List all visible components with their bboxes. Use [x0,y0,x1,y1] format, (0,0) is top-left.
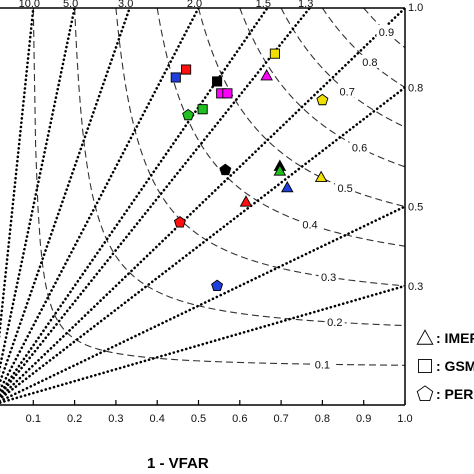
bias-line [0,205,405,403]
x-tick-label: 0.5 [191,413,206,425]
y-tick-label-right: 1.0 [408,2,423,14]
x-tick-label: 0.1 [26,413,41,425]
csi-label-bg [349,140,370,154]
bias-line [0,284,405,405]
csi-label-bg [312,357,333,371]
bias-label: 10.0 [19,0,40,10]
data-point-pentagon [182,108,195,121]
bias-line [0,8,405,400]
legend-label: : IMERG [436,330,474,346]
csi-label-bg [324,315,345,329]
data-point-pentagon [316,93,329,106]
data-point-pentagon [173,216,186,228]
csi-contour [321,8,405,88]
data-point-triangle [239,195,253,207]
data-point-triangle [314,170,328,182]
x-tick-label: 0.6 [232,413,247,425]
legend-label: : GSMaP [436,358,474,374]
csi-label: 0.2 [327,317,342,329]
y-tick-label-right: 0.3 [408,281,423,293]
legend-label: : PERSIANN [436,386,474,402]
csi-contour [32,8,405,366]
data-point-triangle [273,164,287,176]
csi-contour [74,8,405,327]
data-point-pentagon [219,163,232,176]
csi-label: 0.1 [315,359,330,371]
x-tick-label: 1.0 [397,413,412,425]
csi-label-bg [337,84,358,98]
csi-label: 0.8 [362,57,377,69]
bias-line [0,8,311,398]
data-point-triangle [260,69,273,81]
x-tick-label: 0.9 [356,413,371,425]
csi-label-bg [300,217,321,231]
bias-line [0,8,76,373]
csi-label-bg [359,54,380,68]
data-point-triangle [281,180,294,193]
csi-contour [239,8,405,168]
data-point-square [212,76,223,87]
bias-line [0,8,200,393]
bias-label: 3.0 [118,0,133,10]
legend-marker-pentagon [416,385,434,402]
x-tick-label: 0.2 [67,413,82,425]
csi-contour [115,8,405,287]
data-point-pentagon [211,279,224,291]
csi-label-bg [318,270,339,284]
bias-line [0,8,269,396]
csi-label: 0.7 [340,86,355,98]
data-point-square [269,48,280,59]
y-tick-label-right: 0.5 [408,202,423,214]
legend-marker-triangle [416,329,434,345]
bias-label: 5.0 [63,0,78,10]
bias-label: 1.5 [256,0,271,10]
bias-label: 2.0 [187,0,202,10]
data-point-square [222,88,233,99]
y-tick-label-right: 0.8 [408,82,423,94]
csi-contour [363,8,405,49]
csi-label: 0.3 [321,272,336,284]
x-tick-label: 0.3 [108,413,123,425]
csi-label: 0.9 [379,27,394,39]
legend-marker-square [418,359,432,373]
data-point-square [181,64,192,75]
x-tick-label: 0.7 [273,413,288,425]
csi-label: 0.5 [337,183,352,195]
csi-contour [197,8,405,208]
bias-label: 1.3 [298,0,313,10]
x-tick-label: 0.4 [150,413,165,425]
csi-label-bg [376,24,397,38]
x-axis-label: 1 - VFAR [147,455,209,472]
x-tick-label: 0.8 [315,413,330,425]
csi-label: 0.6 [352,143,367,155]
csi-label-bg [335,181,356,195]
data-point-square [170,72,181,83]
bias-line [0,86,405,401]
csi-label: 0.4 [302,220,317,232]
data-point-square [197,104,208,115]
bias-line [0,8,131,386]
